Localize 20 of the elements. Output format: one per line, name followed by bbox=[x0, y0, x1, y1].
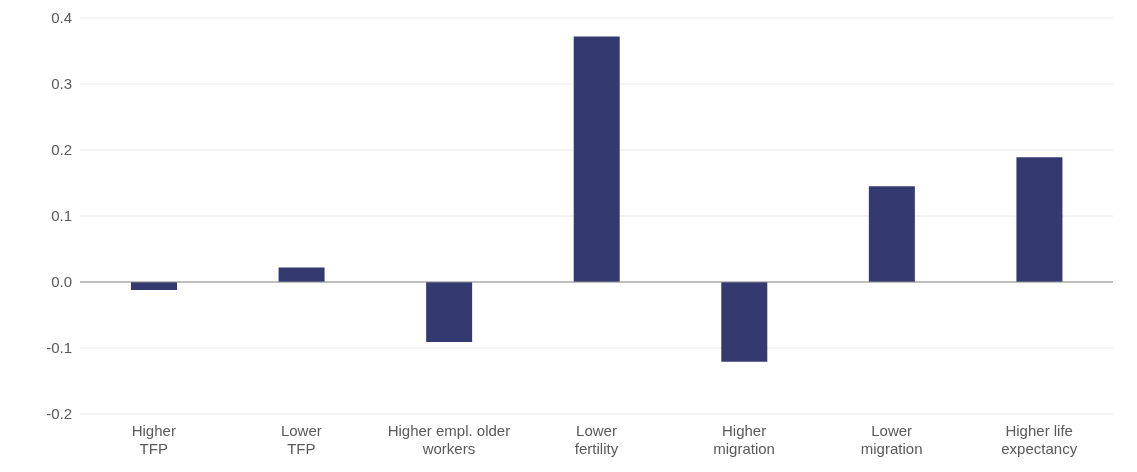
y-tick-label: 0.3 bbox=[51, 75, 72, 93]
x-tick-label: Lower TFP bbox=[280, 422, 322, 457]
x-tick-label: Higher life expectancy bbox=[1001, 422, 1078, 457]
y-tick-label: 0.2 bbox=[51, 141, 72, 159]
x-tick-label: Higher empl. older workers bbox=[387, 422, 511, 457]
bar bbox=[573, 36, 620, 282]
x-tick-label: Higher migration bbox=[713, 422, 775, 457]
y-tick-label: 0.1 bbox=[51, 207, 72, 225]
bar bbox=[278, 267, 325, 282]
bar bbox=[1016, 157, 1063, 282]
y-tick-label: 0.4 bbox=[51, 9, 72, 27]
bar bbox=[426, 282, 473, 343]
bar bbox=[868, 186, 915, 282]
x-tick-label: Higher TFP bbox=[131, 422, 176, 457]
y-tick-label: -0.2 bbox=[46, 405, 72, 423]
y-tick-label: 0.0 bbox=[51, 273, 72, 291]
bar bbox=[721, 282, 768, 362]
x-tick-label: Lower migration bbox=[860, 422, 923, 457]
y-tick-label: -0.1 bbox=[46, 339, 72, 357]
x-tick-label: Lower fertility bbox=[574, 422, 619, 457]
